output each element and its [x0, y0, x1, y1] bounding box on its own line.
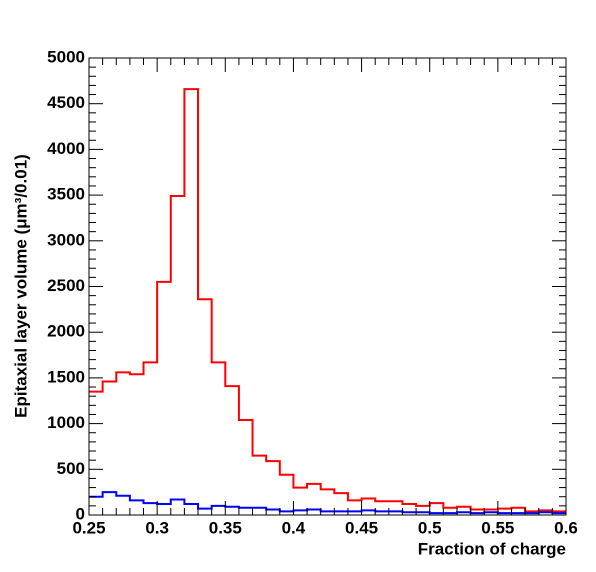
y-tick-label: 1500 — [47, 367, 85, 386]
x-tick-label: 0.3 — [145, 518, 169, 537]
y-tick-label: 0 — [76, 504, 85, 523]
y-tick-label: 3500 — [47, 185, 85, 204]
x-tick-label: 0.4 — [282, 518, 306, 537]
y-tick-label: 5000 — [47, 47, 85, 66]
histogram-line — [89, 88, 566, 513]
y-tick-label: 2000 — [47, 322, 85, 341]
x-tick-label: 0.35 — [209, 518, 242, 537]
y-tick-label: 4500 — [47, 93, 85, 112]
y-tick-label: 4000 — [47, 139, 85, 158]
x-axis-label: Fraction of charge — [418, 539, 566, 558]
y-tick-label: 2500 — [47, 276, 85, 295]
y-tick-label: 1000 — [47, 413, 85, 432]
x-tick-label: 0.55 — [481, 518, 514, 537]
x-tick-label: 0.6 — [554, 518, 578, 537]
x-tick-label: 0.25 — [72, 518, 105, 537]
x-tick-label: 0.5 — [418, 518, 442, 537]
y-axis-label: Epitaxial layer volume (μm³/0.01) — [11, 154, 30, 418]
y-tick-label: 500 — [57, 459, 85, 478]
y-tick-label: 3000 — [47, 230, 85, 249]
x-tick-label: 0.45 — [345, 518, 378, 537]
